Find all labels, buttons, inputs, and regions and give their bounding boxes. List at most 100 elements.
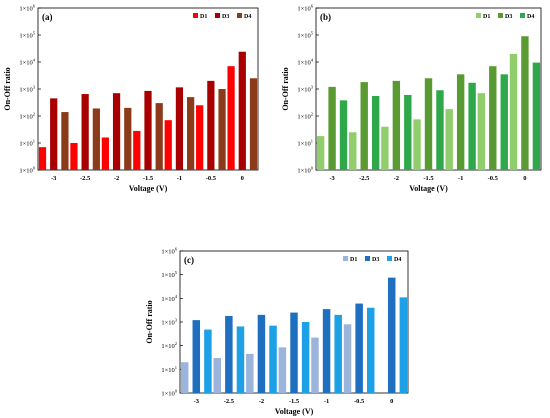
bar-d3--2 [257,314,266,393]
bar-d1--1.5 [413,119,421,170]
bar-d3--1 [456,74,465,170]
bar-d4--1 [334,314,342,393]
bar-d3--0.5 [489,66,497,170]
bar-d3--0.5 [355,303,363,393]
chart-panel-3: 1×100 1×101 1×102 1×103 1×104 1×105 1×106 -3 -2.… [145,247,409,416]
y-tick-label: 1×105 [297,31,313,40]
x-tick-label: -3 [51,175,57,182]
bar-d1--1 [445,109,453,170]
x-tick-label: -1.5 [289,398,300,405]
bar-d1--1 [164,120,172,170]
bar-d1--2.5 [213,358,221,393]
bar-d1--2.5 [349,132,357,170]
x-tick-label: -1 [177,175,182,182]
bar-d4--2.5 [236,326,245,393]
bar-d4--1 [187,97,195,170]
y-tick-label: 1×106 [19,4,35,13]
bar-d3--1 [322,309,331,393]
legend-swatch-d4 [387,256,392,261]
x-tick-label: -2 [259,398,264,405]
legend-label-d3: D3 [222,14,229,20]
legend-swatch-d3 [215,13,220,18]
bar-d3--1.5 [424,78,433,170]
x-tick-label: -2.5 [224,398,235,405]
legend-label-d1: D1 [350,257,357,263]
x-axis-label: Voltage (V) [129,184,168,193]
legend-swatch-d4 [237,13,242,18]
bar-d3--1 [175,87,184,170]
y-tick-label: 1×101 [297,139,313,148]
y-tick-label: 1×105 [19,31,35,40]
x-tick-label: -0.5 [354,398,365,405]
x-axis-label: Voltage (V) [409,184,448,193]
legend-swatch-d3 [498,13,503,18]
panel-label: (a) [42,12,53,22]
x-tick-label: -0.5 [488,175,499,182]
bar-d1--1.5 [278,347,287,393]
y-axis-label: On-Off ratio [281,67,290,110]
x-tick-label: -2.5 [359,175,370,182]
bar-d4--3 [339,100,348,170]
bar-d3--3 [328,86,336,170]
x-tick-label: 0 [241,175,244,182]
y-tick-label: 1×101 [161,365,177,374]
bar-d1--1.5 [133,130,141,170]
y-tick-label: 1×103 [161,318,177,327]
legend-label-d1: D1 [200,14,207,20]
y-tick-label: 1×100 [297,166,313,175]
bar-d4--2 [269,325,277,393]
bar-d3--1.5 [144,90,152,170]
bar-d3-0 [521,36,529,171]
bar-d1--3 [38,147,47,170]
y-tick-label: 1×104 [297,58,313,67]
y-tick-label: 1×102 [297,112,313,121]
bar-d3--2.5 [225,315,233,393]
y-axis-label: On-Off ratio [3,67,12,110]
legend-swatch-d1 [193,13,198,18]
bar-d4-0 [399,297,408,393]
y-tick-label: 1×103 [19,85,35,94]
bar-d1--2 [246,353,254,393]
y-tick-label: 1×106 [297,4,313,13]
y-tick-label: 1×102 [19,112,35,121]
bar-d3--2.5 [360,82,368,170]
bar-d1--1 [311,337,319,393]
legend-swatch-d4 [520,13,525,18]
x-tick-label: 0 [390,398,393,405]
x-tick-label: -3 [329,175,335,182]
bar-d4--2 [124,107,132,170]
x-tick-label: -2.5 [80,175,91,182]
x-tick-label: -1.5 [143,175,154,182]
y-tick-label: 1×100 [161,389,177,398]
bar-d3--1.5 [290,312,298,393]
y-tick-label: 1×103 [297,85,313,94]
bar-d4--3 [61,112,69,170]
legend-label-d1: D1 [483,14,490,20]
legend-label-d4: D4 [527,14,534,20]
bar-d1--0.5 [343,324,352,393]
x-axis-label: Voltage (V) [275,407,314,416]
legend-swatch-d1 [476,13,481,18]
bar-d4--0.5 [218,89,226,170]
legend-label-d4: D4 [244,14,251,20]
y-tick-label: 1×100 [19,166,35,175]
bar-d3-0 [387,277,396,393]
legend-label-d3: D3 [372,257,379,263]
legend-swatch-d1 [343,256,348,261]
x-tick-label: -1 [458,175,463,182]
legend-label-d4: D4 [394,257,401,263]
y-tick-label: 1×101 [19,139,35,148]
chart-panel-2: 1×100 1×101 1×102 1×103 1×104 1×105 1×106 -3 -2.… [281,4,542,193]
bar-d4--2.5 [371,96,380,170]
x-tick-label: -0.5 [206,175,217,182]
bar-d3-0 [238,51,246,170]
bar-d1--3 [316,136,325,170]
panel-label: (c) [184,255,194,265]
bar-d4--0.5 [500,74,508,170]
x-tick-label: -3 [194,398,200,405]
bar-d4--2 [404,94,412,170]
y-tick-label: 1×105 [161,270,177,279]
chart-panel-1: 1×100 1×101 1×102 1×103 1×104 1×105 1×106 -3 -2.… [3,4,259,193]
bar-d1--2 [381,126,389,170]
